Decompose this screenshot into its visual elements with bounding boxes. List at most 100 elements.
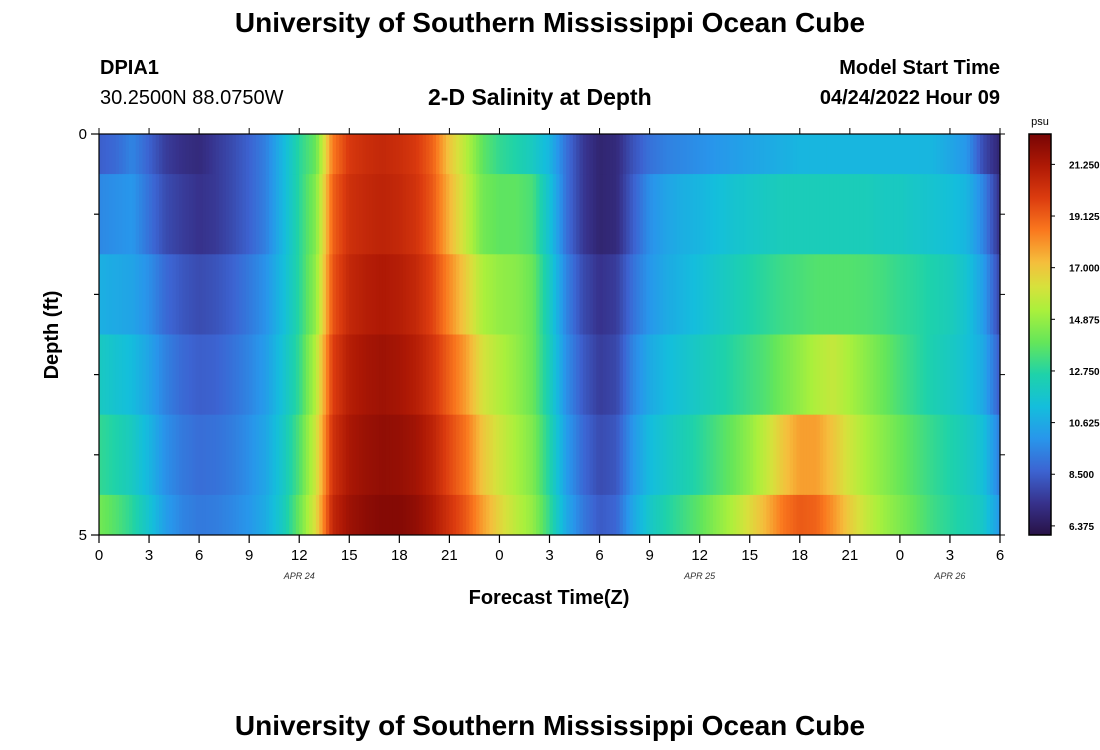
heatmap-cell: [709, 134, 714, 175]
heatmap-cell: [349, 494, 354, 536]
heatmap-cell: [436, 494, 440, 536]
heatmap-cell: [352, 134, 357, 175]
heatmap-cell: [309, 414, 314, 496]
heatmap-cell: [142, 174, 147, 255]
heatmap-cell: [989, 174, 994, 255]
heatmap-cell: [826, 494, 831, 536]
heatmap-cell: [823, 134, 828, 175]
heatmap-cell: [215, 254, 220, 335]
heatmap-cell: [252, 334, 257, 416]
heatmap-cell: [546, 134, 551, 175]
heatmap-cell: [139, 494, 143, 536]
heatmap-cell: [249, 334, 254, 416]
heatmap-cell: [372, 134, 377, 175]
heatmap-cell: [883, 254, 888, 335]
heatmap-cell: [796, 494, 801, 536]
heatmap-cell: [452, 414, 457, 496]
heatmap-cell: [572, 174, 577, 255]
heatmap-cell: [536, 134, 541, 175]
heatmap-cell: [649, 334, 654, 416]
heatmap-cell: [986, 334, 991, 416]
heatmap-cell: [152, 254, 157, 335]
heatmap-cell: [489, 334, 494, 416]
heatmap-cell: [549, 334, 554, 416]
heatmap-cell: [345, 254, 350, 335]
heatmap-cell: [786, 334, 791, 416]
heatmap-cell: [849, 134, 854, 175]
heatmap-cell: [906, 174, 911, 255]
heatmap-cell: [929, 494, 934, 536]
heatmap-cell: [863, 494, 868, 536]
heatmap-cell: [309, 134, 314, 175]
heatmap-cell: [232, 254, 237, 335]
heatmap-cell: [382, 494, 387, 536]
heatmap-cell: [929, 254, 934, 335]
heatmap-cell: [195, 494, 200, 536]
heatmap-cell: [682, 174, 687, 255]
heatmap-cell: [703, 134, 707, 175]
heatmap-cell: [182, 414, 187, 496]
heatmap-cell: [893, 494, 898, 536]
colorbar-tick-label: 6.375: [1069, 522, 1094, 533]
heatmap-cell: [849, 414, 854, 496]
heatmap-cell: [396, 174, 400, 255]
heatmap-cell: [122, 414, 127, 496]
heatmap-cell: [506, 334, 511, 416]
heatmap-cell: [959, 334, 964, 416]
heatmap-cell: [426, 254, 430, 335]
heatmap-cell: [609, 494, 614, 536]
heatmap-cell: [522, 334, 527, 416]
heatmap-cell: [245, 174, 250, 255]
heatmap-cell: [139, 414, 143, 496]
heatmap-cell: [689, 414, 694, 496]
heatmap-cell: [229, 414, 234, 496]
heatmap-cell: [292, 254, 297, 335]
heatmap-cell: [215, 494, 220, 536]
heatmap-cell: [943, 494, 948, 536]
heatmap-cell: [596, 254, 601, 335]
heatmap-cell: [432, 174, 437, 255]
heatmap-cell: [172, 414, 177, 496]
heatmap-cell: [756, 414, 761, 496]
heatmap-cell: [365, 134, 370, 175]
heatmap-cell: [125, 254, 130, 335]
heatmap-cell: [619, 414, 624, 496]
heatmap-cell: [566, 334, 571, 416]
heatmap-cell: [973, 174, 978, 255]
heatmap-cell: [219, 174, 224, 255]
heatmap-cell: [115, 174, 120, 255]
heatmap-cell: [345, 414, 350, 496]
heatmap-cell: [979, 254, 984, 335]
heatmap-cell: [269, 494, 274, 536]
heatmap-cell: [966, 254, 971, 335]
heatmap-cell: [245, 334, 250, 416]
heatmap-cell: [222, 134, 227, 175]
heatmap-cell: [432, 254, 437, 335]
heatmap-cell: [255, 334, 260, 416]
heatmap-cell: [355, 494, 360, 536]
heatmap-cell: [145, 174, 150, 255]
heatmap-cell: [823, 494, 828, 536]
heatmap-cell: [659, 334, 664, 416]
heatmap-cell: [679, 334, 684, 416]
heatmap-cell: [442, 414, 447, 496]
heatmap-cell: [169, 334, 174, 416]
heatmap-cell: [566, 134, 571, 175]
heatmap-cell: [379, 414, 384, 496]
heatmap-cell: [192, 334, 197, 416]
heatmap-cell: [933, 254, 938, 335]
heatmap-cell: [482, 414, 487, 496]
heatmap-cell: [335, 414, 340, 496]
heatmap-cell: [459, 134, 464, 175]
heatmap-cell: [292, 414, 297, 496]
heatmap-cell: [779, 254, 784, 335]
heatmap-cell: [255, 254, 260, 335]
heatmap-cell: [826, 134, 831, 175]
heatmap-cell: [292, 174, 297, 255]
heatmap-cell: [439, 134, 444, 175]
heatmap-cell: [686, 334, 691, 416]
heatmap-cell: [502, 494, 507, 536]
heatmap-cell: [516, 254, 521, 335]
